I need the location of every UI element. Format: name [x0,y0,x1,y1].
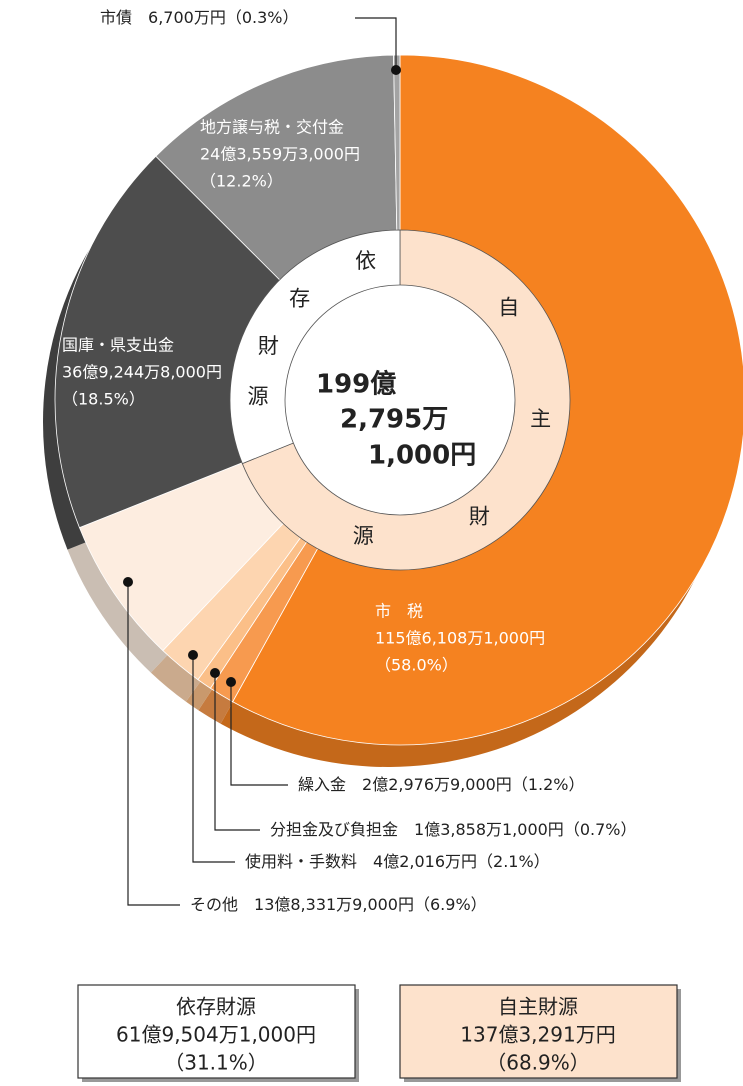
ring-label: 自 [498,296,519,320]
slice-amount: 24億3,559万3,000円 [200,145,360,164]
slice-amount: 115億6,108万1,000円 [375,629,545,648]
value-label: （0.7%） [564,820,637,839]
value-label: （18.5%） [62,390,145,409]
total-label: 2,795万 [340,405,448,435]
ring-label: 存 [289,287,310,311]
value-label: （1.2%） [512,775,585,794]
group-amount: 61億9,504万1,000円 [116,1023,316,1047]
slice-amount: 1億3,858万1,000円 [414,820,564,839]
value-label: （2.1%） [477,852,550,871]
ring-label: 依 [355,249,376,273]
slice-amount: 6,700万円 [148,8,226,27]
slice-label: 分担金及び負担金 1億3,858万1,000円（0.7%） [270,820,636,839]
slice-name: 繰入金 [298,775,346,794]
slice-amount: 36億9,244万8,000円 [62,363,222,382]
value-label: （0.3%） [226,8,299,27]
slice-amount: 13億8,331万9,000円 [254,895,414,914]
chart: 自主財源依存財源199億2,795万1,000円市 税115億6,108万1,0… [0,0,743,1086]
slice-name: 地方譲与税・交付金 [200,118,344,137]
group-amount: 137億3,291万円 [460,1023,615,1047]
value-label: （6.9%） [414,895,487,914]
ring-label: 財 [469,505,490,529]
center-circle [285,285,515,515]
slice-name: 使用料・手数料 [245,852,357,871]
value-label: （58.0%） [375,656,458,675]
leader-dot [188,650,198,660]
group-value-label: （68.9%） [486,1051,590,1075]
slice-amount: 2億2,976万9,000円 [362,775,512,794]
ring-label: 主 [530,407,551,431]
slice-name: 分担金及び負担金 [270,820,398,839]
slice-label: 市債 6,700万円（0.3%） [100,8,298,27]
group-name: 自主財源 [498,995,578,1019]
leader-dot [391,65,401,75]
slice-label: 繰入金 2億2,976万9,000円（1.2%） [298,775,584,794]
total-label: 1,000円 [368,441,476,471]
group-name: 依存財源 [176,995,256,1019]
leader-dot [123,577,133,587]
slice-label: その他 13億8,331万9,000円（6.9%） [190,895,487,914]
ring-label: 源 [353,524,374,548]
value-label: （12.2%） [200,172,283,191]
slice-name: 国庫・県支出金 [62,336,174,355]
slice-name: 市 税 [375,602,423,621]
ring-label: 財 [258,334,279,358]
leader-dot [226,677,236,687]
total-label: 199億 [316,370,396,400]
group-value-label: （31.1%） [164,1051,268,1075]
slice-amount: 4億2,016万円 [373,852,477,871]
slice-name: その他 [190,895,238,914]
slice-label: 使用料・手数料 4億2,016万円（2.1%） [245,852,550,871]
ring-label: 源 [248,385,269,409]
slice-name: 市債 [100,8,132,27]
leader-dot [210,668,220,678]
